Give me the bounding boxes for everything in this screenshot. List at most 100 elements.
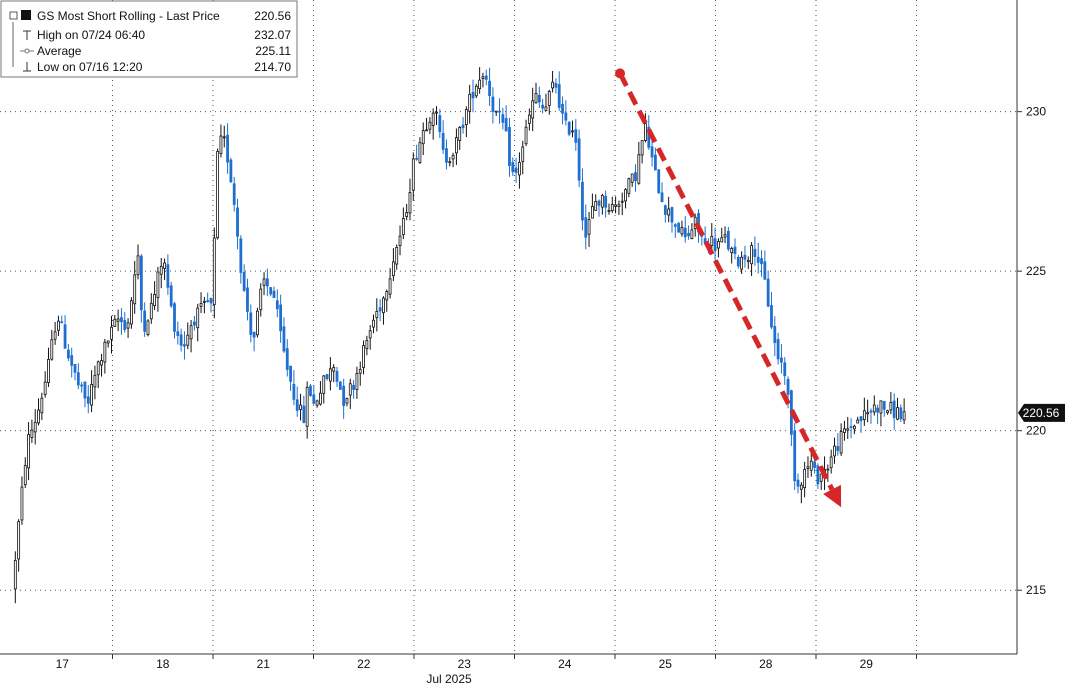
candle-body: [236, 207, 239, 237]
candle-body: [309, 385, 312, 396]
candle-body: [498, 110, 501, 113]
x-tick-label: 18: [156, 657, 170, 671]
candle-body: [481, 76, 485, 79]
candle-body: [269, 287, 273, 295]
candle-body: [833, 445, 836, 457]
candle-body: [110, 326, 113, 340]
candle-body: [30, 429, 34, 439]
x-tick-label: 28: [759, 657, 773, 671]
trend-arrow-head: [823, 484, 842, 508]
candle-body: [249, 312, 253, 335]
candle-body: [859, 416, 863, 422]
candle-body: [352, 384, 355, 390]
candle-body: [143, 310, 147, 332]
candle-body: [554, 83, 558, 88]
candle-body: [657, 169, 661, 194]
candle-body: [594, 200, 598, 211]
candle-body: [610, 204, 614, 211]
candle-body: [332, 367, 336, 372]
candle-body: [650, 146, 654, 158]
candle-body: [23, 465, 27, 486]
candle-body: [113, 318, 117, 327]
candle-body: [886, 410, 889, 414]
candle-body: [541, 104, 545, 109]
candle-body: [547, 91, 551, 106]
legend-low-label: Low on 07/16 12:20: [37, 60, 143, 74]
y-tick-label: 215: [1026, 583, 1046, 597]
candle-body: [60, 321, 64, 324]
candle-body: [418, 142, 422, 163]
candle-body: [843, 428, 846, 433]
candle-body: [196, 307, 200, 329]
candle-body: [53, 331, 57, 340]
candles: [13, 67, 906, 604]
candle-body: [63, 324, 67, 349]
candle-body: [411, 158, 415, 191]
candle-body: [265, 278, 269, 287]
candle-body: [232, 183, 236, 205]
candle-body: [524, 126, 528, 145]
candle-body: [252, 331, 256, 338]
collapse-icon[interactable]: [9, 11, 18, 20]
candle-body: [484, 75, 488, 80]
candle-body: [846, 428, 850, 431]
candle-body: [511, 162, 515, 173]
candle-body: [285, 348, 289, 370]
candle-body: [720, 237, 724, 243]
candle-body: [872, 404, 876, 413]
candle-body: [836, 446, 840, 452]
candle-body: [584, 217, 588, 238]
candle-body: [464, 109, 468, 126]
candle-body: [305, 386, 309, 427]
candle-body: [816, 465, 820, 485]
candle-body: [892, 400, 896, 418]
candle-body: [295, 399, 299, 411]
candle-body: [654, 154, 657, 171]
candle-body: [328, 368, 332, 382]
candle-body: [760, 258, 763, 265]
candle-body: [551, 81, 554, 89]
candle-body: [743, 254, 747, 260]
candle-body: [614, 204, 618, 207]
low-marker-icon: [23, 62, 31, 72]
candle-body: [461, 124, 465, 129]
candle-body: [537, 94, 541, 103]
candle-body: [259, 288, 263, 311]
candle-body: [670, 207, 674, 223]
candle-body: [149, 302, 153, 320]
legend-title: GS Most Short Rolling - Last Price: [37, 9, 220, 23]
candle-body: [587, 219, 591, 235]
candle-body: [839, 431, 843, 454]
candle-body: [120, 317, 123, 323]
candle-body: [806, 466, 810, 469]
candle-body: [80, 384, 84, 387]
candle-body: [889, 402, 893, 411]
grid: [0, 0, 1017, 654]
candle-body: [736, 256, 740, 267]
candle-body: [279, 304, 283, 332]
candle-body: [186, 334, 190, 346]
candle-body: [391, 261, 395, 277]
candle-body: [365, 339, 369, 349]
candle-body: [773, 326, 777, 344]
candle-body: [544, 106, 548, 111]
candle-body: [693, 216, 697, 229]
x-tick-label: 29: [860, 657, 874, 671]
candle-body: [358, 369, 362, 374]
candle-body: [83, 381, 87, 399]
candle-body: [368, 330, 372, 339]
candle-body: [206, 300, 210, 302]
candle-body: [600, 195, 604, 208]
candle-body: [43, 381, 47, 395]
candle-body: [882, 400, 886, 410]
candle-body: [531, 100, 535, 119]
candle-body: [501, 114, 505, 123]
candle-body: [282, 326, 286, 352]
candle-body: [518, 162, 521, 176]
last-price-badge: 220.56: [1018, 403, 1065, 422]
candle-body: [385, 291, 389, 301]
candle-body: [50, 339, 54, 360]
y-tick-label: 225: [1026, 264, 1046, 278]
candle-body: [425, 129, 428, 132]
candle-body: [866, 412, 870, 415]
